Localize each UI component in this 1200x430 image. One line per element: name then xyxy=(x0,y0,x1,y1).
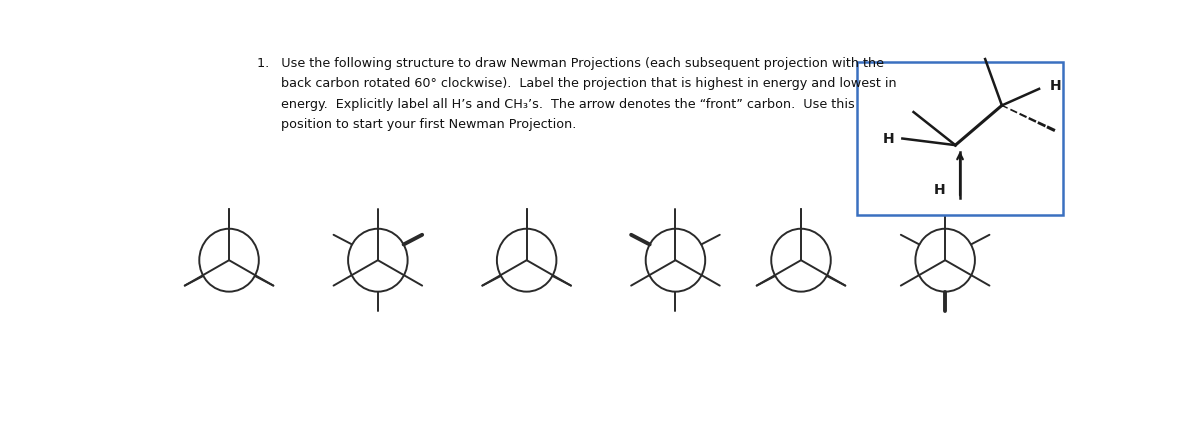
Text: 1.   Use the following structure to draw Newman Projections (each subsequent pro: 1. Use the following structure to draw N… xyxy=(257,57,896,131)
Text: H: H xyxy=(934,183,946,197)
Text: H: H xyxy=(1050,79,1062,92)
Text: H: H xyxy=(883,132,894,145)
FancyBboxPatch shape xyxy=(857,61,1063,215)
